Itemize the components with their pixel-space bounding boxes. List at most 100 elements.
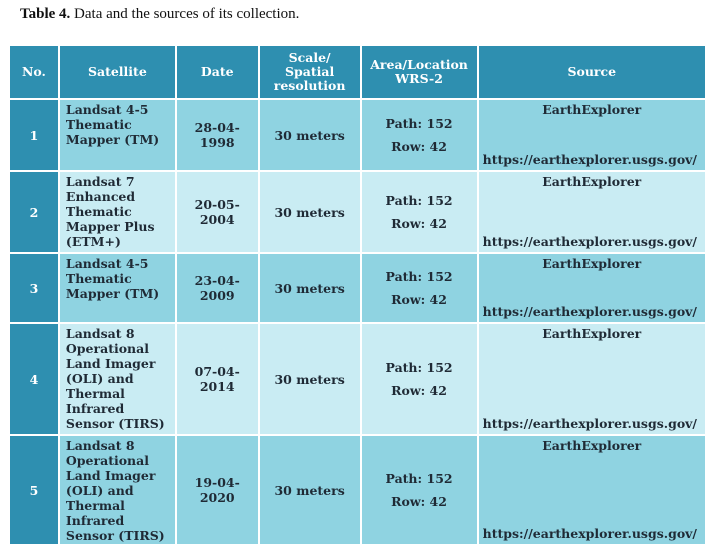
path-value: Path: 152 [385,116,453,131]
header-satellite: Satellite [57,44,177,100]
cell-area: Path: 152 Row: 42 [359,170,479,254]
cell-area: Path: 152 Row: 42 [359,322,479,436]
date-line: 23-04- [194,273,240,288]
cell-date: 20-05- 2004 [174,170,260,254]
source-name: EarthExplorer [542,326,642,341]
date-line: 19-04- [194,475,240,490]
row-value: Row: 42 [391,216,447,231]
satellite-line: Thematic [65,204,132,219]
cell-no: 3 [8,252,60,324]
cell-satellite: Landsat 8 Operational Land Imager (OLI) and… [57,434,177,546]
row-value: Row: 42 [391,139,447,154]
date-line: 2020 [199,490,235,505]
cell-no: 4 [8,322,60,436]
cell-area: Path: 152 Row: 42 [359,98,479,172]
satellite-line: (OLI) and [65,483,134,498]
data-sources-table: No. Satellite Date Scale/ Spatial resolu… [8,44,707,546]
cell-source: EarthExplorer https://earthexplorer.usgs.… [476,322,707,436]
satellite-line: Land Imager [65,468,156,483]
source-name: EarthExplorer [542,438,642,453]
source-name: EarthExplorer [542,174,642,189]
cell-no: 2 [8,170,60,254]
cell-source: EarthExplorer https://earthexplorer.usgs.… [476,252,707,324]
satellite-line: (OLI) and [65,371,134,386]
source-url: https://earthexplorer.usgs.gov/ [482,526,697,541]
row-value: Row: 42 [391,494,447,509]
header-date: Date [174,44,260,100]
source-name: EarthExplorer [542,102,642,117]
header-area: Area/Location WRS-2 [359,44,479,100]
cell-area: Path: 152 Row: 42 [359,252,479,324]
satellite-line: Landsat 4-5 [65,102,149,117]
cell-satellite: Landsat 8 Operational Land Imager (OLI) and… [57,322,177,436]
satellite-line: Infrared [65,401,125,416]
header-scale-line: Scale/ [288,50,331,65]
header-scale-line: Spatial [285,64,335,79]
satellite-line: Operational [65,341,149,356]
satellite-line: Sensor (TIRS) [65,528,165,543]
table-row: 5 Landsat 8 Operational Land Imager (OLI) an… [8,434,707,546]
cell-satellite: Landsat 7 Enhanced Thematic Mapper Plus (ETM… [57,170,177,254]
cell-scale: 30 meters [257,170,362,254]
satellite-line: Landsat 4-5 [65,256,149,271]
satellite-line: Thermal [65,386,125,401]
cell-scale: 30 meters [257,322,362,436]
source-name: EarthExplorer [542,256,642,271]
caption-text: Data and the sources of its collection. [70,6,300,22]
row-value: Row: 42 [391,383,447,398]
satellite-line: Operational [65,453,149,468]
header-area-line: WRS-2 [395,71,443,86]
date-line: 28-04- [194,120,240,135]
path-value: Path: 152 [385,471,453,486]
satellite-line: Thermal [65,498,125,513]
table-row: 4 Landsat 8 Operational Land Imager (OLI) an… [8,322,707,436]
date-line: 2009 [199,288,235,303]
header-area-line: Area/Location [370,57,468,72]
table-row: 3 Landsat 4-5 Thematic Mapper (TM) 23-04- 200… [8,252,707,324]
date-line: 2004 [199,212,235,227]
cell-satellite: Landsat 4-5 Thematic Mapper (TM) [57,98,177,172]
satellite-line: Sensor (TIRS) [65,416,165,431]
source-url: https://earthexplorer.usgs.gov/ [482,152,697,167]
satellite-line: Enhanced [65,189,136,204]
cell-satellite: Landsat 4-5 Thematic Mapper (TM) [57,252,177,324]
date-line: 1998 [199,135,235,150]
cell-scale: 30 meters [257,252,362,324]
satellite-line: Mapper (TM) [65,286,160,301]
satellite-line: Landsat 7 [65,174,135,189]
cell-scale: 30 meters [257,434,362,546]
table-caption: Table 4. Data and the sources of its col… [20,6,299,23]
satellite-line: Thematic [65,117,132,132]
cell-date: 28-04- 1998 [174,98,260,172]
satellite-line: Thematic [65,271,132,286]
source-url: https://earthexplorer.usgs.gov/ [482,416,697,431]
source-url: https://earthexplorer.usgs.gov/ [482,234,697,249]
satellite-line: Landsat 8 [65,438,135,453]
satellite-line: (ETM+) [65,234,121,249]
path-value: Path: 152 [385,360,453,375]
satellite-line: Mapper Plus [65,219,155,234]
table-row: 1 Landsat 4-5 Thematic Mapper (TM) 28-04- 199… [8,98,707,172]
table-row: 2 Landsat 7 Enhanced Thematic Mapper Plus (ET… [8,170,707,254]
date-line: 07-04- [194,364,240,379]
date-line: 2014 [199,379,235,394]
header-no: No. [8,44,60,100]
table-header-row: No. Satellite Date Scale/ Spatial resolu… [8,44,707,100]
cell-no: 5 [8,434,60,546]
caption-label: Table 4. [20,6,71,22]
cell-source: EarthExplorer https://earthexplorer.usgs.… [476,98,707,172]
satellite-line: Infrared [65,513,125,528]
cell-date: 07-04- 2014 [174,322,260,436]
satellite-line: Landsat 8 [65,326,135,341]
date-line: 20-05- [194,197,240,212]
cell-source: EarthExplorer https://earthexplorer.usgs.… [476,170,707,254]
row-value: Row: 42 [391,292,447,307]
cell-date: 19-04- 2020 [174,434,260,546]
cell-source: EarthExplorer https://earthexplorer.usgs.… [476,434,707,546]
cell-date: 23-04- 2009 [174,252,260,324]
cell-no: 1 [8,98,60,172]
header-scale: Scale/ Spatial resolution [257,44,362,100]
header-source: Source [476,44,707,100]
satellite-line: Mapper (TM) [65,132,160,147]
satellite-line: Land Imager [65,356,156,371]
